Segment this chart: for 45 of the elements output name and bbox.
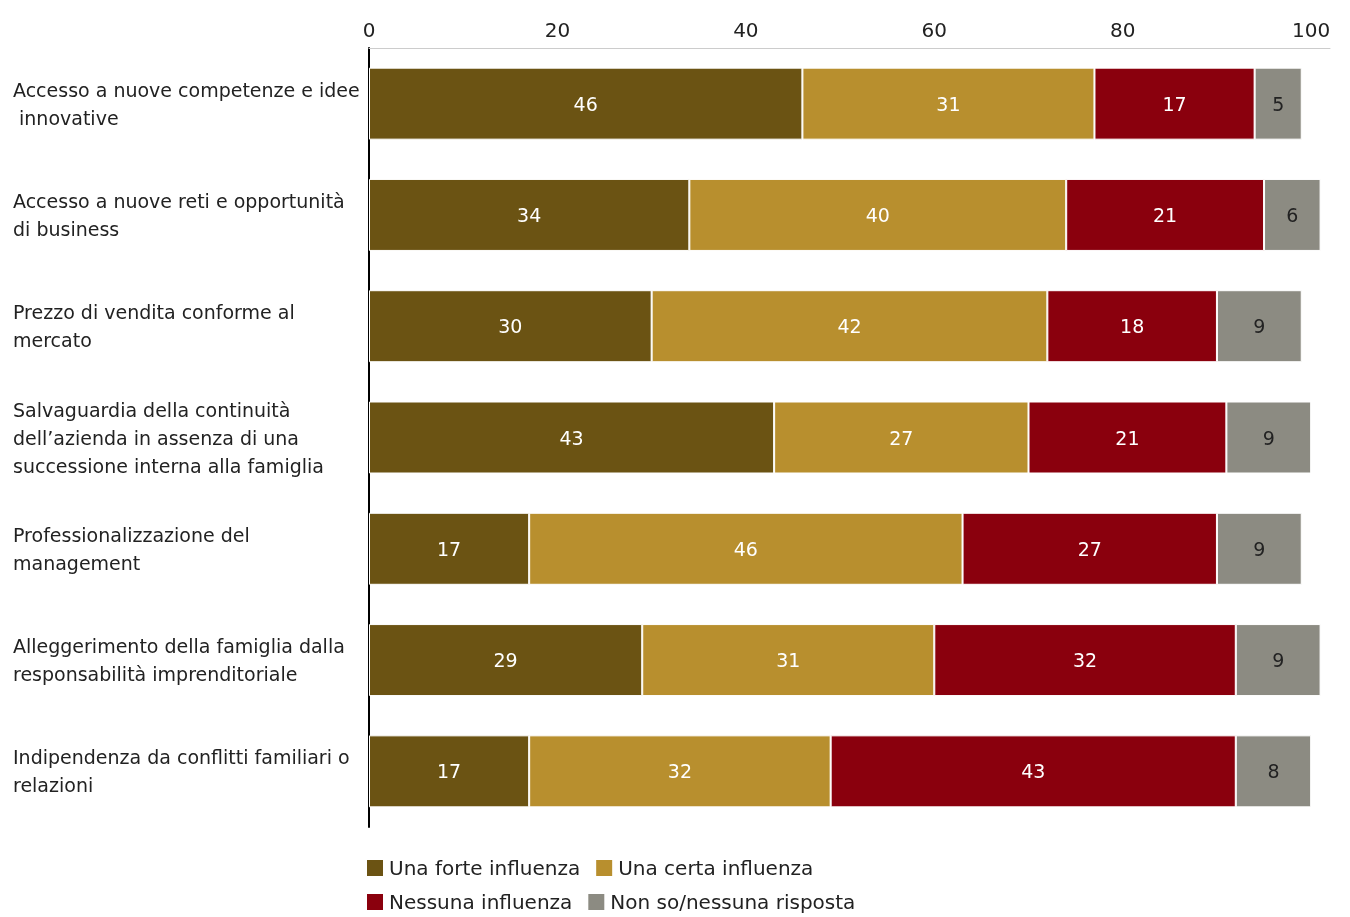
data-label: 30 [498,315,523,338]
data-label: 8 [1267,760,1280,783]
data-label: 29 [493,649,518,672]
y-tick-label: Salvaguardia della continuità dell’azienda in assenza di una successione interna alla famiglia [13,398,324,477]
data-label: 42 [837,315,862,338]
x-tick-label: 80 [1110,18,1136,42]
data-label: 5 [1272,92,1285,115]
x-tick-label: 0 [362,18,376,42]
data-label: 31 [776,649,801,672]
x-tick-label: 40 [733,18,759,42]
legend-label: Una forte influenza [389,856,581,880]
y-tick-label: Professionalizzazione del management [13,523,256,574]
data-label: 18 [1120,315,1145,338]
data-label: 17 [1162,92,1187,115]
data-label: 6 [1286,203,1299,226]
data-label: 17 [436,537,462,560]
y-tick-label: Accesso a nuove competenze e idee innovative [13,78,360,129]
y-tick-label: Indipendenza da conflitti familiari o relazioni [13,746,356,797]
data-label: 21 [1115,426,1140,449]
data-label: 21 [1153,203,1178,226]
data-label: 31 [936,92,961,115]
data-label: 43 [1021,760,1046,783]
data-label: 46 [573,92,598,115]
data-label: 9 [1272,649,1285,672]
data-label: 9 [1253,537,1266,560]
data-label: 32 [667,760,693,783]
legend-label: Nessuna influenza [389,890,573,914]
data-label: 17 [436,760,462,783]
x-tick-label: 60 [921,18,948,42]
legend-label: Una certa influenza [618,856,814,880]
data-label: 27 [1077,537,1102,560]
data-label: 32 [1072,649,1098,672]
y-tick-label: Alleggerimento della famiglia dalla responsabilità imprenditoriale [13,635,351,686]
y-tick-label: Prezzo di vendita conforme al mercato [13,301,301,352]
data-label: 46 [733,537,758,560]
x-tick-label: 100 [1292,18,1331,42]
data-label: 40 [865,203,890,226]
y-tick-label: Accesso a nuove reti e opportunità di business [13,189,351,240]
data-label: 34 [517,203,542,226]
legend-label: Non so/nessuna risposta [610,890,856,914]
data-label: 9 [1253,315,1266,338]
x-tick-label: 20 [544,18,571,42]
data-label: 9 [1262,426,1275,449]
data-label: 43 [559,426,584,449]
data-label: 27 [889,426,914,449]
